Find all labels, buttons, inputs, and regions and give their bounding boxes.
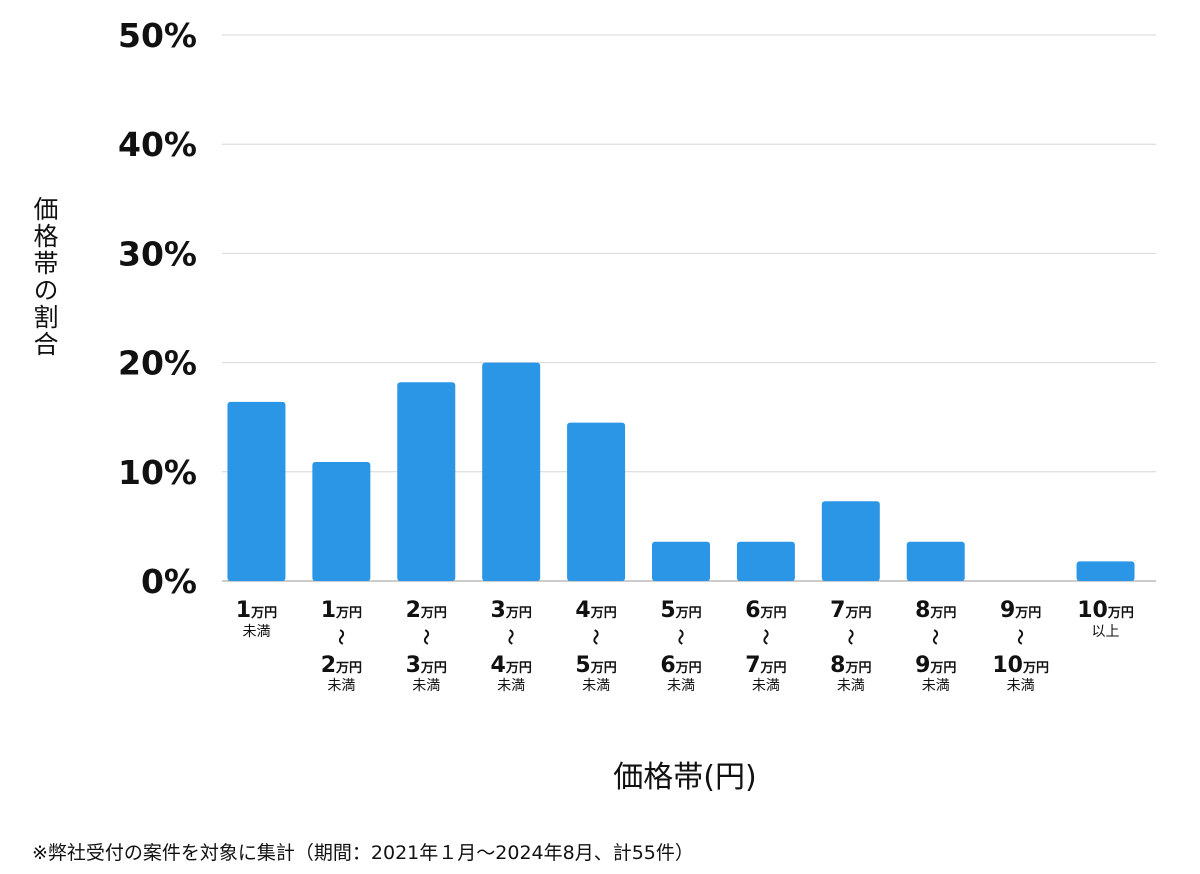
bar bbox=[397, 382, 456, 581]
x-tick-suffix: 未満 bbox=[837, 678, 865, 694]
y-tick-label: 40% bbox=[118, 125, 197, 164]
x-tick-label: 6万円 bbox=[745, 598, 786, 623]
range-mark: 〜 bbox=[1011, 629, 1030, 645]
range-mark: 〜 bbox=[671, 629, 690, 645]
y-tick-label: 0% bbox=[141, 562, 197, 601]
y-tick-label: 30% bbox=[118, 234, 197, 273]
x-tick-suffix: 未満 bbox=[412, 678, 440, 694]
x-tick-label: 2万円 bbox=[321, 653, 362, 678]
range-mark: 〜 bbox=[841, 629, 860, 645]
x-tick-label: 10万円 bbox=[1077, 598, 1134, 623]
bar bbox=[906, 541, 965, 581]
bar bbox=[652, 541, 710, 581]
bar bbox=[482, 362, 541, 581]
x-axis-label: 価格帯(円) bbox=[613, 760, 757, 795]
x-tick-suffix: 未満 bbox=[667, 678, 695, 694]
x-tick-label: 6万円 bbox=[660, 653, 701, 678]
x-tick-label: 8万円 bbox=[830, 653, 871, 678]
x-tick-label: 5万円 bbox=[660, 598, 701, 623]
range-mark: 〜 bbox=[586, 629, 605, 645]
x-tick-suffix: 以上 bbox=[1092, 624, 1120, 640]
bar bbox=[821, 501, 880, 581]
x-tick-suffix: 未満 bbox=[497, 678, 525, 694]
bar bbox=[567, 422, 626, 581]
x-tick-suffix: 未満 bbox=[242, 624, 270, 640]
x-tick-label: 1万円 bbox=[236, 598, 277, 623]
x-tick-label: 7万円 bbox=[830, 598, 871, 623]
range-mark: 〜 bbox=[501, 629, 520, 645]
x-tick-label: 10万円 bbox=[992, 653, 1049, 678]
x-tick-suffix: 未満 bbox=[582, 678, 610, 694]
x-tick-label: 9万円 bbox=[1000, 598, 1041, 623]
footnote: ※弊社受付の案件を対象に集計（期間：2021年１月〜2024年8月、計55件） bbox=[32, 842, 694, 864]
x-tick-suffix: 未満 bbox=[752, 678, 780, 694]
y-tick-label: 50% bbox=[118, 16, 197, 55]
y-axis-label: 価格帯の割合 bbox=[30, 196, 59, 358]
x-tick-label: 9万円 bbox=[915, 653, 956, 678]
x-tick-suffix: 未満 bbox=[1007, 678, 1035, 694]
bar bbox=[312, 461, 371, 581]
x-tick-suffix: 未満 bbox=[922, 678, 950, 694]
y-tick-label: 20% bbox=[118, 344, 197, 383]
x-tick-label: 1万円 bbox=[321, 598, 362, 623]
x-tick-label: 7万円 bbox=[745, 653, 786, 678]
bar bbox=[1076, 561, 1135, 581]
x-tick-label: 8万円 bbox=[915, 598, 956, 623]
x-tick-label: 3万円 bbox=[491, 598, 532, 623]
bar bbox=[227, 401, 286, 581]
x-tick-label: 3万円 bbox=[406, 653, 447, 678]
x-tick-label: 4万円 bbox=[575, 598, 616, 623]
x-tick-label: 4万円 bbox=[491, 653, 532, 678]
range-mark: 〜 bbox=[926, 629, 945, 645]
x-tick-suffix: 未満 bbox=[327, 678, 355, 694]
x-tick-label: 2万円 bbox=[406, 598, 447, 623]
range-mark: 〜 bbox=[331, 629, 350, 645]
range-mark: 〜 bbox=[756, 629, 775, 645]
range-mark: 〜 bbox=[416, 629, 435, 645]
x-tick-label: 5万円 bbox=[575, 653, 616, 678]
y-tick-label: 10% bbox=[118, 453, 197, 492]
bar bbox=[736, 541, 795, 581]
